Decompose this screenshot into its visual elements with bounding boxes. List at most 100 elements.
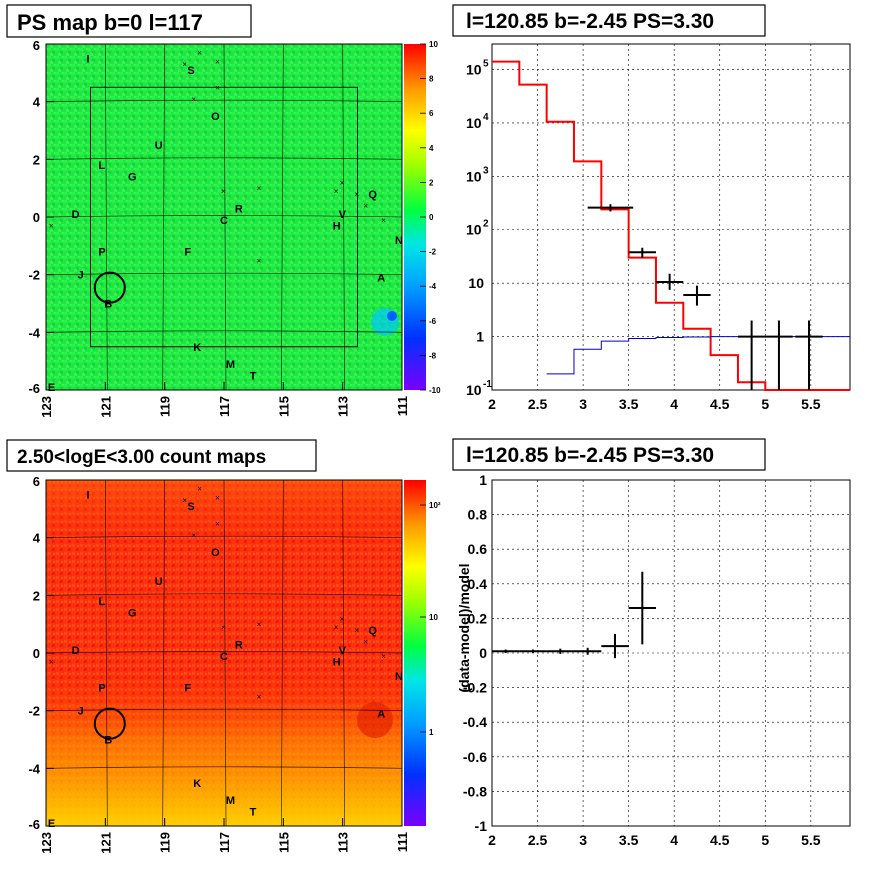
map-grid-latitude <box>45 766 403 769</box>
spectrum-y-tick-label: 10 <box>468 275 484 291</box>
map-grid-latitude <box>45 99 403 103</box>
source-label-J: J <box>78 270 84 282</box>
map-y-tick-label: 4 <box>33 95 41 110</box>
source-cross-marker: × <box>215 57 220 66</box>
selected-source-circle <box>93 271 126 304</box>
source-cross-marker: × <box>257 692 262 701</box>
source-cross-marker: × <box>257 256 262 265</box>
residual-y-tick-label: 0.2 <box>468 610 488 626</box>
map-grid-latitude <box>45 272 403 276</box>
colorbar-tick-label: 8 <box>429 75 434 84</box>
source-label-E: E <box>48 818 55 830</box>
spectrum-x-tick-label: 5 <box>761 396 769 412</box>
map-y-tick-label: 6 <box>33 38 40 53</box>
colorbar-tick-label: 10 <box>429 613 438 622</box>
colorbar-tick-label: -4 <box>429 282 437 291</box>
residual-y-tick-label: -0.6 <box>463 749 487 765</box>
map-grid-longitude <box>162 43 166 391</box>
source-label-S: S <box>187 501 194 513</box>
source-cross-marker: × <box>191 531 196 540</box>
map-grid-longitude <box>223 479 227 827</box>
count-map-grid <box>45 479 403 827</box>
count-map-panel: 2.50<logE<3.00 count maps I S O U L G D CR HV Q N P… <box>6 439 441 854</box>
residual-y-tick-label: 0.4 <box>468 576 488 592</box>
map-grid-longitude <box>104 43 108 391</box>
source-label-M: M <box>226 359 235 371</box>
source-cross-marker: × <box>221 623 226 632</box>
map-grid-latitude <box>45 535 403 539</box>
map-y-tick-label: 2 <box>33 588 40 603</box>
map-x-tick-label: 119 <box>158 396 173 417</box>
map-y-tick-label: 0 <box>33 646 40 661</box>
map-y-tick-label: 4 <box>33 531 41 546</box>
source-cross-marker: × <box>355 190 360 199</box>
map-grid-latitude <box>45 157 403 160</box>
source-cross-marker: × <box>191 95 196 104</box>
ps-map-panel: PS map b=0 l=117 I S O U L G D CR HV Q N P F J A B K M T E ×… <box>6 4 441 418</box>
residual-y-tick-label: -0.8 <box>463 783 487 799</box>
residual-y-tick-label: -1 <box>475 818 488 834</box>
residual-y-tick-label: 1 <box>479 472 487 488</box>
map-y-tick-label: 0 <box>33 210 40 225</box>
source-label-Q: Q <box>368 189 377 201</box>
colorbar-tick-label: 10 <box>429 40 438 49</box>
ps-map-axes: 123 121 119 117 115 113 111 6 4 2 0 -2 -4 -6 <box>28 38 410 418</box>
source-label-R: R <box>235 639 243 651</box>
map-grid-latitude <box>45 593 403 596</box>
source-label-N: N <box>395 671 403 683</box>
source-label-T: T <box>250 371 257 383</box>
map-frame <box>45 43 403 391</box>
source-cross-marker: × <box>381 652 386 661</box>
count-map-hot-spot <box>357 702 393 738</box>
residual-y-tick-label: -0.4 <box>463 714 487 730</box>
map-x-tick-label: 121 <box>98 396 113 418</box>
source-label-A: A <box>377 709 385 721</box>
map-y-tick-label: 6 <box>33 474 40 489</box>
map-x-tick-label: 113 <box>336 396 351 417</box>
source-cross-marker: × <box>363 201 368 210</box>
source-label-Q: Q <box>368 625 377 637</box>
source-label-L: L <box>98 160 105 172</box>
map-x-tick-label: 123 <box>39 832 54 854</box>
source-cross-marker: × <box>215 83 220 92</box>
spectrum-y-tick-exponent: 3 <box>483 165 489 176</box>
source-label-N: N <box>395 235 403 247</box>
colorbar-tick-label: 2 <box>429 178 434 187</box>
spectrum-frame <box>491 43 851 391</box>
map-y-tick-label: -4 <box>28 325 40 340</box>
source-label-G: G <box>128 608 137 620</box>
source-label-R: R <box>235 203 243 215</box>
map-y-tick-label: -2 <box>28 268 40 283</box>
source-label-V: V <box>339 645 347 657</box>
source-label-I: I <box>87 53 90 65</box>
source-label-P: P <box>98 683 105 695</box>
map-frame <box>45 479 403 827</box>
source-cross-marker: × <box>215 493 220 502</box>
colorbar-tick-label: 6 <box>429 109 434 118</box>
source-cross-marker: × <box>363 637 368 646</box>
map-grid-longitude <box>280 43 284 391</box>
colorbar-tick-label: -6 <box>429 317 437 326</box>
source-cross-marker: × <box>49 658 54 667</box>
map-x-tick-label: 111 <box>395 396 410 416</box>
map-y-tick-label: -4 <box>28 761 40 776</box>
map-x-tick-label: 119 <box>158 832 173 853</box>
source-cross-marker: × <box>182 496 187 505</box>
colorbar-tick-label: -10 <box>429 386 441 395</box>
map-grid-longitude <box>342 479 346 827</box>
source-label-I: I <box>87 489 90 501</box>
selected-source-circle <box>93 707 126 740</box>
source-cross-marker: × <box>381 216 386 225</box>
spectrum-y-tick-label: 10 <box>466 61 482 77</box>
map-y-tick-label: -2 <box>28 704 40 719</box>
map-grid-latitude <box>45 651 403 654</box>
residual-x-tick-label: 3 <box>579 832 587 848</box>
map-x-tick-label: 115 <box>276 832 291 853</box>
spectrum-y-tick-exponent: 5 <box>483 58 489 69</box>
spectrum-x-tick-label: 4 <box>670 396 678 412</box>
spectrum-x-tick-label: 4.5 <box>710 396 730 412</box>
source-cross-marker: × <box>355 626 360 635</box>
residual-x-tick-label: 4 <box>670 832 678 848</box>
